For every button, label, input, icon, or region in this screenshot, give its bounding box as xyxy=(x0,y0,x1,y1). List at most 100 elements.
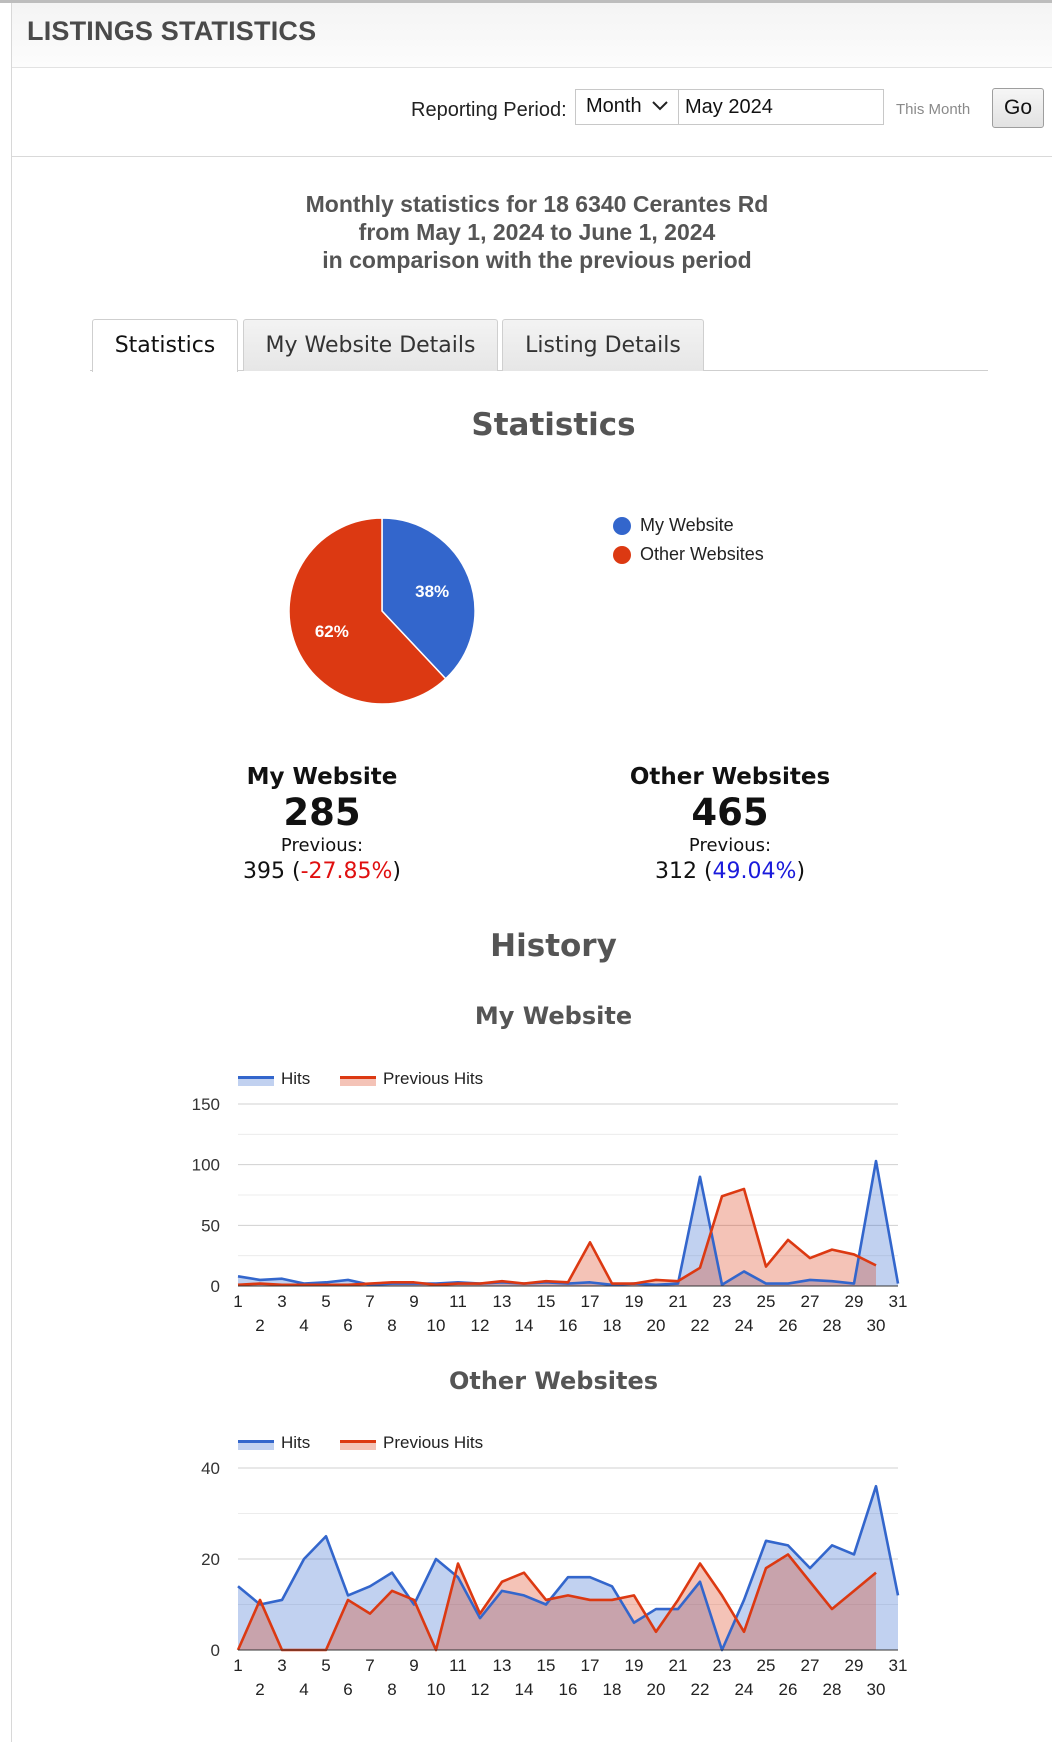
my-website-chart-x-tick-label: 6 xyxy=(343,1316,352,1335)
my-website-chart-legend-label-1: Previous Hits xyxy=(383,1069,483,1088)
other-websites-prev-label: Previous: xyxy=(688,835,772,856)
other-websites-prev-row: 312 (49.04%) xyxy=(654,859,806,884)
other-websites-chart-x-tick-label: 24 xyxy=(735,1680,754,1699)
summary-line-1: Monthly statistics for 18 6340 Cerantes … xyxy=(305,191,769,217)
legend-my-website: My Website xyxy=(613,515,734,536)
my-website-chart-x-tick-label: 23 xyxy=(713,1292,732,1311)
other-websites-chart-x-tick-label: 15 xyxy=(537,1656,556,1675)
statistics-summary: Monthly statistics for 18 6340 Cerantes … xyxy=(12,190,1052,274)
legend-dot-red xyxy=(613,545,631,564)
other-websites-chart-x-tick-label: 25 xyxy=(757,1656,776,1675)
my-website-chart-x-tick-label: 16 xyxy=(559,1316,578,1335)
other-websites-chart-x-tick-label: 27 xyxy=(801,1656,820,1675)
other-websites-chart-x-tick-label: 10 xyxy=(427,1680,446,1699)
other-websites-stat: Other Websites 465 Previous: 312 (49.04%… xyxy=(550,762,910,886)
other-websites-chart-y-tick-label: 0 xyxy=(211,1641,220,1660)
my-website-stat-name: My Website xyxy=(246,764,398,790)
other-websites-chart-legend-label-0: Hits xyxy=(281,1433,310,1452)
tab-listing-details[interactable]: Listing Details xyxy=(502,319,704,371)
summary-line-2: from May 1, 2024 to June 1, 2024 xyxy=(358,219,716,245)
go-button[interactable]: Go xyxy=(992,88,1044,128)
other-websites-chart-x-tick-label: 29 xyxy=(845,1656,864,1675)
other-websites-chart-x-tick-label: 8 xyxy=(387,1680,396,1699)
other-websites-chart-y-tick-label: 20 xyxy=(201,1550,220,1569)
other-websites-chart-x-tick-label: 23 xyxy=(713,1656,732,1675)
my-website-chart-x-tick-label: 13 xyxy=(493,1292,512,1311)
period-type-value: Month xyxy=(586,95,642,117)
other-websites-chart-legend-line-0 xyxy=(238,1440,274,1443)
page-left-border xyxy=(11,3,12,1742)
other-websites-chart-legend-line-1 xyxy=(340,1440,376,1443)
my-website-chart-x-tick-label: 19 xyxy=(625,1292,644,1311)
my-website-chart-x-tick-label: 3 xyxy=(277,1292,286,1311)
other-websites-chart-x-tick-label: 28 xyxy=(823,1680,842,1699)
my-website-chart-x-tick-label: 18 xyxy=(603,1316,622,1335)
this-month-link[interactable]: This Month xyxy=(896,101,971,118)
other-websites-chart-x-tick-label: 26 xyxy=(779,1680,798,1699)
legend-label-my-website: My Website xyxy=(640,515,734,535)
other-websites-stat-value: 465 xyxy=(691,791,769,834)
tab-my-website-details[interactable]: My Website Details xyxy=(243,319,498,371)
my-website-stat-value: 285 xyxy=(283,791,361,834)
other-websites-chart-x-tick-label: 31 xyxy=(889,1656,908,1675)
other-websites-chart-x-tick-label: 3 xyxy=(277,1656,286,1675)
my-website-chart-x-tick-label: 8 xyxy=(387,1316,396,1335)
other-websites-change: 49.04% xyxy=(712,859,797,884)
my-website-chart-x-tick-label: 2 xyxy=(255,1316,264,1335)
my-website-prev-label: Previous: xyxy=(280,835,364,856)
other-websites-chart-x-tick-label: 16 xyxy=(559,1680,578,1699)
my-website-chart-x-tick-label: 12 xyxy=(471,1316,490,1335)
legend-dot-blue xyxy=(613,516,631,535)
other-websites-chart-x-tick-label: 13 xyxy=(493,1656,512,1675)
other-websites-chart-x-tick-label: 2 xyxy=(255,1680,264,1699)
summary-line-3: in comparison with the previous period xyxy=(322,247,752,273)
my-website-chart-x-tick-label: 30 xyxy=(867,1316,886,1335)
my-website-chart-x-tick-label: 7 xyxy=(365,1292,374,1311)
my-website-stat: My Website 285 Previous: 395 (-27.85%) xyxy=(142,762,502,886)
other-websites-chart-x-tick-label: 11 xyxy=(449,1656,467,1675)
share-pie-chart: 38% 62% xyxy=(288,517,476,705)
my-website-chart-x-tick-label: 9 xyxy=(409,1292,418,1311)
my-website-chart-x-tick-label: 20 xyxy=(647,1316,666,1335)
my-website-chart-x-tick-label: 28 xyxy=(823,1316,842,1335)
my-website-chart-x-tick-label: 14 xyxy=(515,1316,534,1335)
other-websites-chart-area-0 xyxy=(238,1486,898,1650)
other-websites-chart-x-tick-label: 30 xyxy=(867,1680,886,1699)
my-website-change: -27.85% xyxy=(300,859,393,884)
my-website-chart-x-tick-label: 31 xyxy=(889,1292,908,1311)
my-website-chart-x-tick-label: 21 xyxy=(669,1292,688,1311)
my-website-chart-legend-swatch-0 xyxy=(238,1078,274,1086)
my-website-prev-row: 395 (-27.85%) xyxy=(243,859,401,884)
other-websites-chart-x-tick-label: 6 xyxy=(343,1680,352,1699)
my-website-chart-legend-line-1 xyxy=(340,1076,376,1079)
my-website-chart-x-tick-label: 26 xyxy=(779,1316,798,1335)
legend-label-other-websites: Other Websites xyxy=(640,544,764,564)
other-websites-chart-legend-swatch-0 xyxy=(238,1442,274,1450)
my-website-chart-x-tick-label: 29 xyxy=(845,1292,864,1311)
my-website-chart-x-tick-label: 10 xyxy=(427,1316,446,1335)
my-website-chart-y-tick-label: 150 xyxy=(192,1095,220,1114)
other-websites-chart-x-tick-label: 5 xyxy=(321,1656,330,1675)
other-websites-chart-title: Other Websites xyxy=(448,1367,659,1395)
reporting-period-label: Reporting Period: xyxy=(411,99,567,121)
other-websites-stat-name: Other Websites xyxy=(629,764,831,790)
tab-statistics[interactable]: Statistics xyxy=(92,319,238,372)
my-website-chart-x-tick-label: 24 xyxy=(735,1316,754,1335)
chevron-down-icon xyxy=(652,101,668,111)
period-type-select[interactable]: Month xyxy=(575,89,679,125)
other-websites-chart-y-tick-label: 40 xyxy=(201,1459,220,1478)
reporting-period-bar: Reporting Period: Month This Month Go xyxy=(12,68,1052,157)
page-header: LISTINGS STATISTICS xyxy=(12,3,1052,68)
other-websites-chart-legend-swatch-1 xyxy=(340,1442,376,1450)
other-websites-chart-x-tick-label: 4 xyxy=(299,1680,308,1699)
my-website-chart-line-1 xyxy=(237,1187,877,1287)
my-website-chart-x-tick-label: 1 xyxy=(233,1292,242,1311)
other-websites-prev-value: 312 xyxy=(654,859,697,884)
my-website-chart-y-tick-label: 0 xyxy=(211,1277,220,1296)
pie-label-other-websites: 62% xyxy=(315,622,349,641)
other-websites-chart-area-1 xyxy=(238,1554,876,1650)
my-website-chart-x-tick-label: 5 xyxy=(321,1292,330,1311)
period-date-input[interactable] xyxy=(678,89,884,125)
other-websites-chart-legend-label-1: Previous Hits xyxy=(383,1433,483,1452)
statistics-heading: Statistics xyxy=(471,407,636,443)
